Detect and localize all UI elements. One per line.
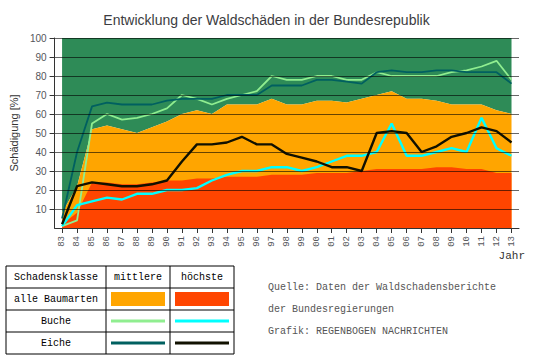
svg-text:00: 00 — [312, 236, 322, 247]
svg-text:10: 10 — [462, 236, 472, 247]
svg-text:05: 05 — [387, 236, 397, 247]
svg-text:mittlere: mittlere — [114, 272, 162, 283]
svg-text:10: 10 — [35, 204, 47, 215]
svg-text:40: 40 — [35, 147, 47, 158]
svg-text:11: 11 — [477, 236, 487, 247]
svg-text:94: 94 — [222, 236, 232, 247]
svg-text:99: 99 — [297, 236, 307, 247]
svg-text:Jahr: Jahr — [499, 250, 525, 262]
svg-text:alle Baumarten: alle Baumarten — [14, 294, 98, 305]
svg-text:97: 97 — [267, 236, 277, 247]
svg-text:88: 88 — [132, 236, 142, 247]
svg-text:91: 91 — [177, 236, 187, 247]
svg-text:92: 92 — [192, 236, 202, 247]
svg-text:84: 84 — [72, 236, 82, 247]
svg-text:60: 60 — [35, 109, 47, 120]
svg-text:04: 04 — [372, 236, 382, 247]
svg-text:93: 93 — [207, 236, 217, 247]
svg-text:Quelle: Daten der Waldschadens: Quelle: Daten der Waldschadensberichte — [268, 282, 496, 293]
svg-text:70: 70 — [35, 90, 47, 101]
svg-text:13: 13 — [507, 236, 517, 247]
svg-text:Grafik: REGENBOGEN NACHRICHTEN: Grafik: REGENBOGEN NACHRICHTEN — [268, 326, 448, 337]
svg-text:09: 09 — [447, 236, 457, 247]
svg-text:87: 87 — [117, 236, 127, 247]
svg-text:98: 98 — [282, 236, 292, 247]
svg-text:90: 90 — [35, 52, 47, 63]
svg-text:höchste: höchste — [181, 272, 223, 283]
svg-text:80: 80 — [35, 71, 47, 82]
svg-text:Buche: Buche — [41, 316, 71, 327]
svg-text:12: 12 — [492, 236, 502, 247]
svg-text:100: 100 — [30, 33, 47, 44]
svg-text:06: 06 — [402, 236, 412, 247]
svg-text:83: 83 — [57, 236, 67, 247]
svg-text:96: 96 — [252, 236, 262, 247]
svg-text:90: 90 — [162, 236, 172, 247]
svg-text:Schädigung [%]: Schädigung [%] — [8, 94, 20, 171]
svg-text:Schadensklasse: Schadensklasse — [14, 272, 98, 283]
svg-text:02: 02 — [342, 236, 352, 247]
svg-text:Eiche: Eiche — [41, 338, 71, 349]
svg-text:30: 30 — [35, 166, 47, 177]
svg-text:95: 95 — [237, 236, 247, 247]
svg-text:01: 01 — [327, 236, 337, 247]
svg-text:86: 86 — [102, 236, 112, 247]
svg-text:der Bundesregierungen: der Bundesregierungen — [268, 304, 394, 315]
svg-text:20: 20 — [35, 185, 47, 196]
svg-text:07: 07 — [417, 236, 427, 247]
svg-text:03: 03 — [357, 236, 367, 247]
svg-text:85: 85 — [87, 236, 97, 247]
svg-text:Entwicklung der Waldschäden in: Entwicklung der Waldschäden in der Bunde… — [103, 12, 430, 28]
svg-text:08: 08 — [432, 236, 442, 247]
svg-text:50: 50 — [35, 128, 47, 139]
svg-text:89: 89 — [147, 236, 157, 247]
